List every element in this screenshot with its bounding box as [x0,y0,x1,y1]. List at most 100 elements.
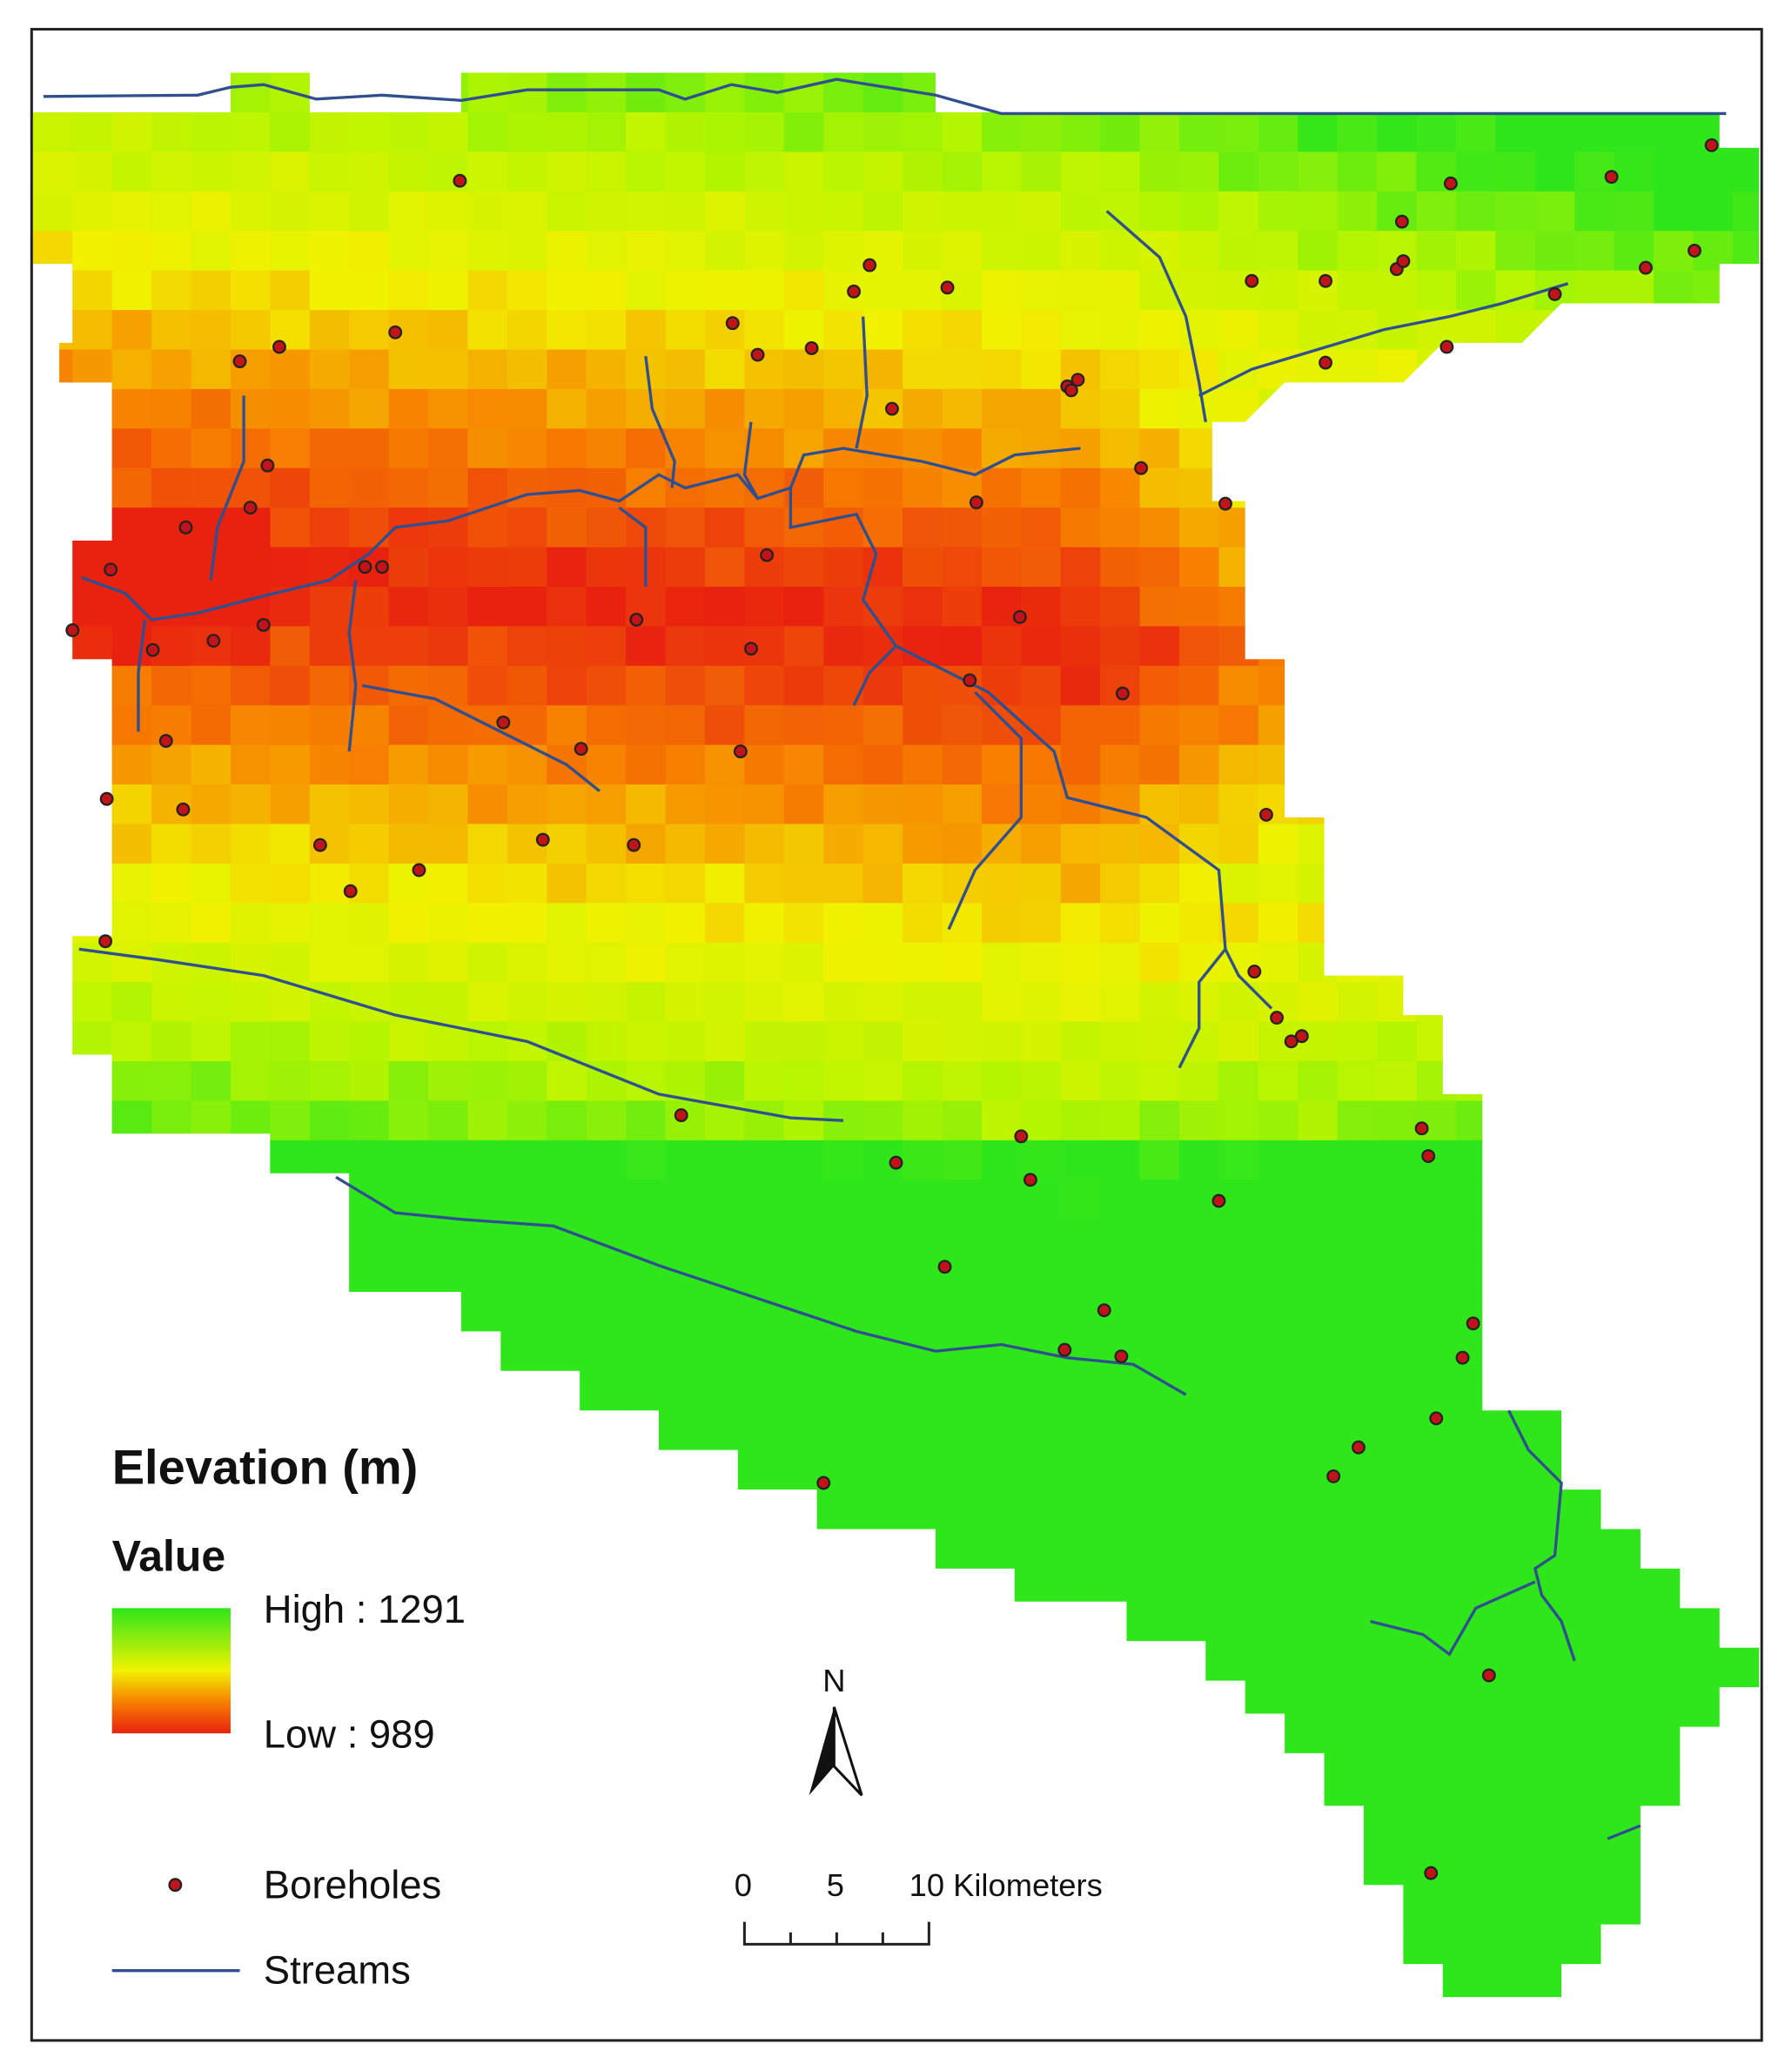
raster-cell [942,1337,983,1379]
raster-cell [744,1180,785,1220]
raster-cell [862,1259,903,1300]
raster-cell [823,349,864,390]
raster-cell [1060,1140,1101,1181]
raster-cell [981,508,1023,548]
raster-cell [704,1377,746,1418]
borehole [1424,1866,1439,1880]
raster-cell [1574,1575,1615,1616]
raster-cell [1100,349,1141,390]
raster-cell [1100,1219,1141,1260]
raster-cell [1377,1140,1418,1181]
raster-cell [1258,1337,1299,1379]
raster-cell [1258,1456,1299,1497]
raster-cell [467,231,508,272]
legend-title: Elevation (m) [112,1440,419,1495]
raster-cell [1258,1496,1299,1536]
raster-cell [507,191,548,232]
raster-cell [903,231,943,272]
raster-cell [1654,191,1695,232]
raster-cell [1021,111,1062,153]
raster-cell [388,467,429,508]
raster-cell [1614,191,1654,232]
raster-cell [1139,626,1180,667]
raster-cell [1060,231,1101,272]
raster-cell [1139,863,1180,904]
raster-cell [151,903,192,944]
borehole [176,802,191,817]
raster-cell [111,982,152,1023]
raster-cell [862,863,903,904]
raster-cell [1416,1693,1457,1734]
raster-cell [903,1219,943,1260]
raster-cell [626,191,667,232]
raster-cell [1100,1259,1141,1300]
raster-cell [1416,1654,1457,1695]
raster-cell [230,665,272,707]
raster-cell [309,903,350,944]
legend-high: High : 1291 [264,1587,466,1631]
raster-cell [467,270,508,311]
raster-cell [823,942,864,983]
raster-cell [270,626,311,667]
borehole [1012,609,1027,624]
raster-cell [1298,1693,1339,1734]
raster-cell [507,1259,548,1300]
raster-cell [507,863,548,904]
raster-cell [1179,547,1220,588]
raster-cell [1258,942,1299,983]
raster-cell [704,310,746,351]
raster-cell [586,72,627,113]
raster-cell [1416,1891,1457,1932]
raster-cell [903,1021,943,1062]
borehole [1326,1469,1341,1483]
raster-cell [1614,1693,1654,1734]
raster-cell [1258,1575,1299,1616]
raster-cell [1495,1614,1536,1656]
raster-cell [388,111,429,153]
raster-cell [428,1219,469,1260]
raster-cell [903,349,943,390]
raster-cell [665,428,706,469]
raster-cell [1060,942,1101,983]
stream [855,316,869,449]
raster-cell [783,547,824,588]
borehole [1014,1129,1029,1144]
raster-cell [1298,1496,1339,1536]
raster-cell [1337,1536,1378,1577]
raster-cell [428,428,469,469]
raster-cell [428,1180,469,1220]
raster-cell [783,942,824,983]
borehole [1284,1034,1299,1049]
raster-cell [1337,1259,1378,1300]
raster-cell [428,863,469,904]
raster-cell [230,744,272,785]
raster-cell [1416,1377,1457,1418]
raster-cell [823,784,864,825]
raster-cell [111,705,152,746]
raster-cell [783,1140,824,1181]
raster-cell [507,508,548,548]
raster-cell [1258,310,1299,351]
raster-cell [981,1219,1023,1260]
raster-cell [191,903,232,944]
raster-cell [428,586,469,628]
raster-cell [665,705,706,746]
raster-cell [1100,231,1141,272]
raster-cell [547,310,587,351]
raster-cell [1614,151,1654,192]
raster-cell [1337,231,1378,272]
stream [347,580,358,752]
raster-cell [1416,1180,1457,1220]
raster-cell [111,428,152,469]
raster-cell [1416,1812,1457,1853]
raster-cell [665,1021,706,1062]
raster-cell [1060,1298,1101,1339]
raster-cell [1377,1496,1418,1536]
raster-cell [665,1100,706,1141]
raster-cell [1100,863,1141,904]
raster-cell [1416,270,1457,311]
raster-cell [1654,231,1695,272]
raster-cell [1258,1259,1299,1300]
raster-cell [942,191,983,232]
